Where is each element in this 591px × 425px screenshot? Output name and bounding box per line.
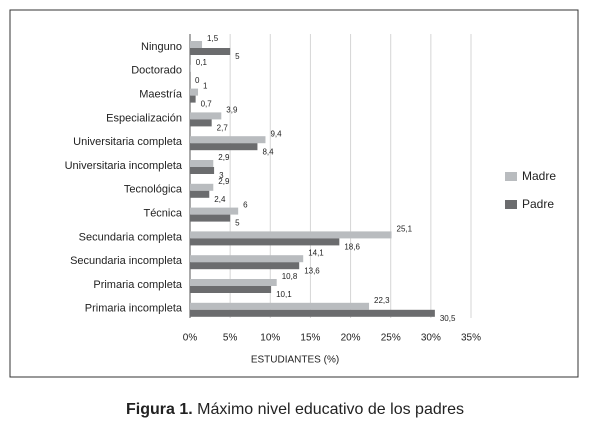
bar bbox=[190, 214, 231, 222]
bar bbox=[190, 231, 392, 239]
value-label: 0,7 bbox=[201, 100, 213, 109]
frame bbox=[9, 9, 579, 378]
bar bbox=[190, 190, 210, 198]
y-tick-label: Universitaria completa bbox=[73, 136, 183, 148]
y-tick-label: Secundaria incompleta bbox=[70, 255, 183, 267]
bar bbox=[190, 302, 370, 310]
bar bbox=[190, 167, 215, 174]
value-label: 30,5 bbox=[440, 314, 456, 323]
x-tick-label: 30% bbox=[421, 333, 441, 344]
value-label: 2,9 bbox=[218, 177, 230, 186]
x-tick-label: 5% bbox=[223, 333, 238, 344]
value-label: 25,1 bbox=[397, 225, 413, 234]
value-label: 10,8 bbox=[282, 272, 298, 281]
bar bbox=[190, 255, 304, 263]
bar bbox=[190, 64, 191, 72]
y-tick-label: Primaria incompleta bbox=[85, 303, 183, 315]
x-tick-label: 20% bbox=[341, 333, 361, 344]
value-label: 2,9 bbox=[218, 153, 230, 162]
value-label: 8,4 bbox=[262, 147, 274, 156]
x-axis-label: ESTUDIANTES (%) bbox=[251, 355, 339, 366]
legend-label: Madre bbox=[522, 169, 556, 183]
x-tick-label: 15% bbox=[300, 333, 320, 344]
bar bbox=[190, 112, 222, 120]
x-tick-label: 25% bbox=[381, 333, 401, 344]
value-label: 3 bbox=[219, 171, 224, 180]
value-label: 13,6 bbox=[304, 266, 320, 275]
legend-swatch bbox=[505, 172, 517, 181]
bar bbox=[190, 160, 214, 167]
bar bbox=[190, 136, 266, 144]
bar bbox=[190, 183, 214, 191]
x-tick-label: 0% bbox=[183, 333, 198, 344]
caption-text: Máximo nivel educativo de los padres bbox=[197, 401, 464, 418]
value-label: 5 bbox=[235, 219, 240, 228]
value-label: 3,9 bbox=[226, 106, 238, 115]
bar bbox=[190, 48, 231, 55]
caption-label: Figura 1. bbox=[126, 401, 193, 418]
value-label: 2,4 bbox=[214, 195, 226, 204]
value-label: 18,6 bbox=[344, 243, 360, 252]
value-label: 6 bbox=[243, 201, 248, 210]
caption: Figura 1. Máximo nivel educativo de los … bbox=[126, 401, 464, 418]
value-label: 22,3 bbox=[374, 296, 390, 305]
bar bbox=[190, 238, 340, 246]
bar bbox=[190, 119, 212, 127]
value-label: 14,1 bbox=[308, 248, 324, 257]
y-tick-label: Ninguno bbox=[141, 41, 182, 53]
bar bbox=[190, 88, 199, 96]
bar bbox=[190, 207, 239, 215]
y-tick-label: Técnica bbox=[143, 208, 182, 220]
x-tick-label: 10% bbox=[260, 333, 280, 344]
value-label: 0,1 bbox=[196, 58, 208, 67]
y-tick-label: Maestría bbox=[139, 89, 183, 101]
value-label: 0 bbox=[195, 76, 200, 85]
value-label: 10,1 bbox=[276, 290, 292, 299]
bar bbox=[190, 286, 272, 293]
y-tick-label: Universitaria incompleta bbox=[65, 160, 183, 172]
y-tick-label: Doctorado bbox=[131, 65, 182, 77]
bar bbox=[190, 262, 300, 270]
bar bbox=[190, 95, 196, 103]
x-tick-label: 35% bbox=[461, 333, 481, 344]
y-tick-label: Especialización bbox=[106, 112, 182, 124]
bar bbox=[190, 41, 203, 48]
bar bbox=[190, 279, 277, 286]
legend-swatch bbox=[505, 200, 517, 209]
value-label: 9,4 bbox=[270, 129, 282, 138]
value-label: 2,7 bbox=[217, 124, 229, 133]
value-label: 1,5 bbox=[207, 34, 219, 43]
value-label: 5 bbox=[235, 52, 240, 61]
y-tick-label: Tecnológica bbox=[124, 184, 183, 196]
bar bbox=[190, 143, 258, 151]
value-label: 1 bbox=[203, 82, 208, 91]
y-tick-label: Primaria completa bbox=[93, 279, 183, 291]
y-tick-label: Secundaria completa bbox=[79, 231, 183, 243]
legend-label: Padre bbox=[522, 197, 554, 211]
bar bbox=[190, 309, 435, 317]
